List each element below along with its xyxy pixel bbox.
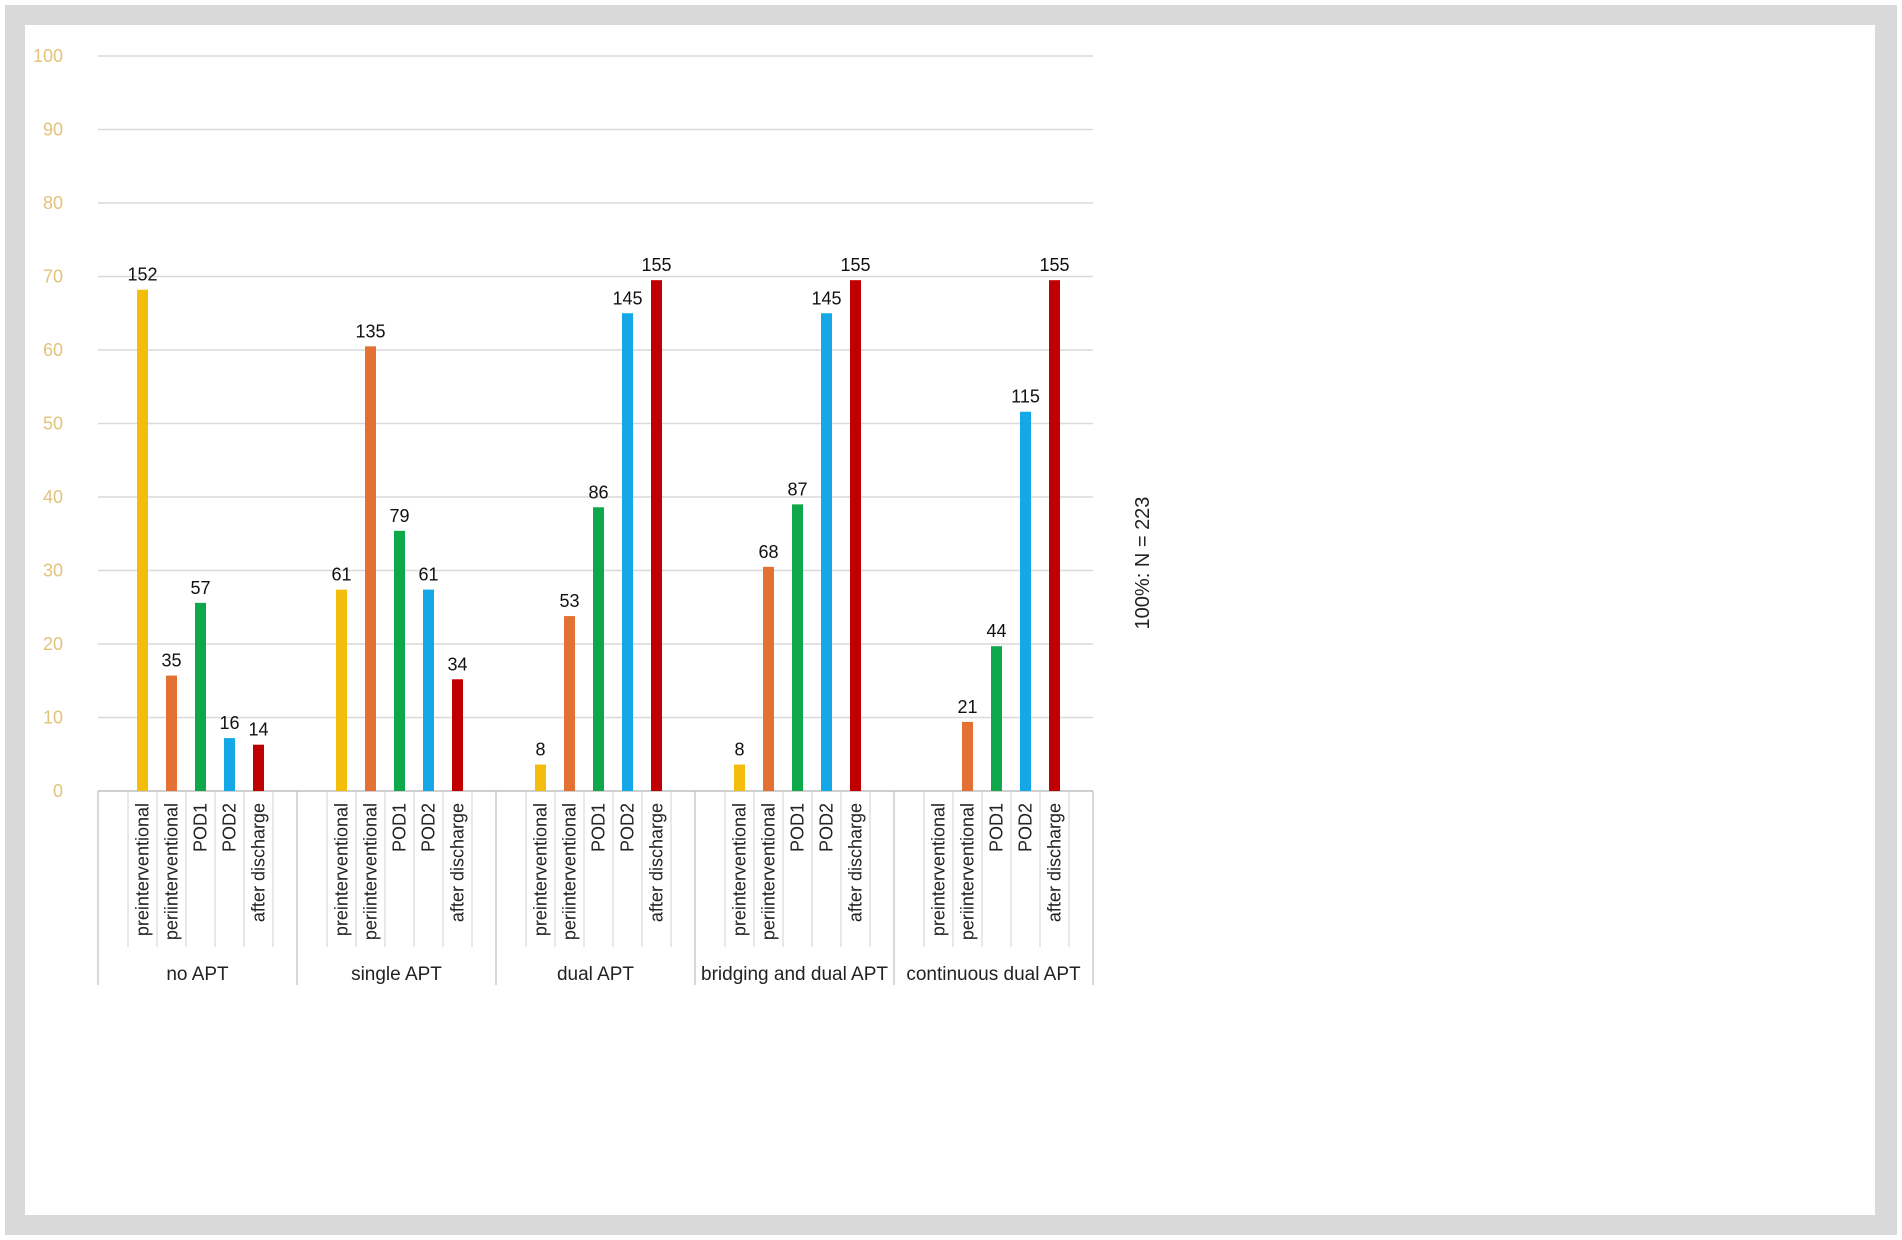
bar bbox=[763, 566, 774, 791]
bar bbox=[423, 589, 434, 791]
bar bbox=[137, 289, 148, 791]
y-tick-label: 90 bbox=[43, 120, 63, 140]
y-tick-label: 80 bbox=[43, 193, 63, 213]
bar bbox=[195, 602, 206, 791]
y-tick-label: 20 bbox=[43, 634, 63, 654]
bar bbox=[1049, 280, 1060, 791]
data-label: 155 bbox=[840, 255, 870, 275]
category-label: periinterventional bbox=[560, 803, 580, 940]
category-label: POD2 bbox=[419, 803, 439, 852]
data-label: 53 bbox=[559, 591, 579, 611]
bar bbox=[336, 589, 347, 791]
category-label: POD2 bbox=[618, 803, 638, 852]
bar bbox=[734, 764, 745, 791]
bar bbox=[821, 313, 832, 791]
annotation: 100%: N = 223 bbox=[1132, 497, 1154, 630]
data-label: 57 bbox=[190, 578, 210, 598]
bar bbox=[535, 764, 546, 791]
chart-panel: 0 10 20 30 40 50 60 70 80 90 100 no APT preintervent… bbox=[25, 25, 1875, 1215]
bar bbox=[651, 280, 662, 791]
data-label: 68 bbox=[758, 542, 778, 562]
category-label: after discharge bbox=[1045, 803, 1065, 922]
category-label: POD2 bbox=[220, 803, 240, 852]
category-label: POD1 bbox=[589, 803, 609, 852]
bar bbox=[962, 721, 973, 791]
y-tick-label: 60 bbox=[43, 340, 63, 360]
bar bbox=[1020, 411, 1031, 791]
bar-chart: 0 10 20 30 40 50 60 70 80 90 100 no APT preintervent… bbox=[33, 46, 1154, 985]
data-label: 155 bbox=[1039, 255, 1069, 275]
group-label: no APT bbox=[166, 964, 229, 985]
y-tick-label: 50 bbox=[43, 414, 63, 434]
bar bbox=[166, 675, 177, 791]
data-label: 8 bbox=[734, 740, 744, 760]
bar bbox=[394, 530, 405, 791]
category-label: preinterventional bbox=[730, 803, 750, 936]
group-label: single APT bbox=[351, 964, 442, 985]
data-label: 61 bbox=[331, 565, 351, 585]
data-label: 135 bbox=[355, 321, 385, 341]
category-label: POD1 bbox=[987, 803, 1007, 852]
category-label: preinterventional bbox=[133, 803, 153, 936]
category-label: after discharge bbox=[647, 803, 667, 922]
data-label: 115 bbox=[1011, 387, 1040, 407]
category-label: periinterventional bbox=[958, 803, 978, 940]
data-label: 21 bbox=[957, 697, 977, 717]
data-label: 152 bbox=[127, 265, 157, 285]
bar bbox=[792, 504, 803, 791]
bar bbox=[991, 646, 1002, 791]
category-label: periinterventional bbox=[759, 803, 779, 940]
bar bbox=[452, 679, 463, 791]
data-label: 14 bbox=[248, 720, 268, 740]
data-label: 44 bbox=[986, 621, 1006, 641]
data-label: 35 bbox=[161, 651, 181, 671]
bar bbox=[622, 313, 633, 791]
bar bbox=[850, 280, 861, 791]
category-label: after discharge bbox=[846, 803, 866, 922]
group-label: bridging and dual APT bbox=[701, 964, 888, 985]
bar bbox=[365, 346, 376, 791]
data-label: 34 bbox=[447, 654, 467, 674]
data-label: 87 bbox=[787, 479, 807, 499]
bar bbox=[224, 738, 235, 791]
y-tick-label: 100 bbox=[33, 46, 63, 66]
data-label: 79 bbox=[389, 506, 409, 526]
figure-frame: 0 10 20 30 40 50 60 70 80 90 100 no APT preintervent… bbox=[5, 5, 1897, 1235]
data-label: 86 bbox=[588, 482, 608, 502]
category-label: POD1 bbox=[788, 803, 808, 852]
data-label: 16 bbox=[219, 713, 239, 733]
y-tick-label: 0 bbox=[53, 781, 63, 801]
data-label: 61 bbox=[418, 565, 438, 585]
data-label: 145 bbox=[811, 288, 841, 308]
category-label: after discharge bbox=[448, 803, 468, 922]
y-tick-label: 30 bbox=[43, 561, 63, 581]
data-label: 8 bbox=[535, 740, 545, 760]
bar bbox=[564, 616, 575, 791]
category-label: preinterventional bbox=[929, 803, 949, 936]
category-label: periinterventional bbox=[162, 803, 182, 940]
group-label: dual APT bbox=[557, 964, 634, 985]
category-label: POD1 bbox=[390, 803, 410, 852]
category-label: POD2 bbox=[1016, 803, 1036, 852]
category-label: POD1 bbox=[191, 803, 211, 852]
category-label: preinterventional bbox=[531, 803, 551, 936]
bar bbox=[593, 507, 604, 791]
category-label: POD2 bbox=[817, 803, 837, 852]
data-label: 145 bbox=[612, 288, 642, 308]
data-label: 155 bbox=[641, 255, 671, 275]
bar bbox=[253, 744, 264, 791]
group-label: continuous dual APT bbox=[906, 964, 1081, 985]
category-label: periinterventional bbox=[361, 803, 381, 940]
y-tick-label: 40 bbox=[43, 487, 63, 507]
category-label: after discharge bbox=[249, 803, 269, 922]
y-tick-label: 70 bbox=[43, 267, 63, 287]
category-label: preinterventional bbox=[332, 803, 352, 936]
y-tick-label: 10 bbox=[43, 708, 63, 728]
